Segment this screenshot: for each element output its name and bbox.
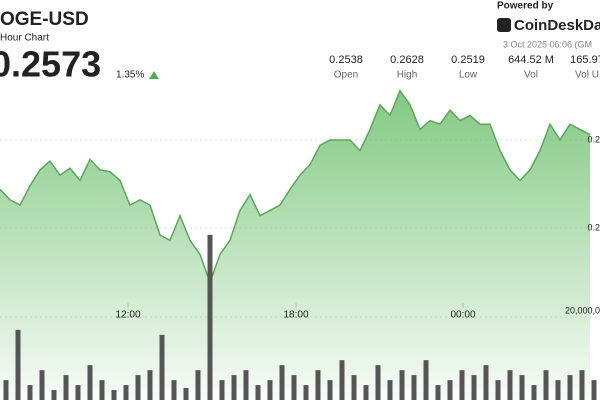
volume-bar — [183, 387, 189, 400]
x-tick-label: 12:00 — [115, 310, 140, 321]
volume-bar — [3, 380, 9, 400]
stat-value: 0.2538 — [329, 54, 363, 66]
volume-bar — [567, 375, 573, 400]
volume-bar — [375, 365, 381, 400]
volume-bar — [111, 390, 117, 400]
volume-bar — [279, 365, 285, 400]
volume-bar — [87, 365, 93, 400]
volume-bar — [39, 370, 45, 400]
volume-bar — [15, 329, 21, 400]
volume-bar — [519, 375, 525, 400]
stats: 0.2538 Open 0.2628 High 0.2519 Low 644.52 M Vol… — [329, 54, 600, 81]
brand-logo — [497, 18, 511, 32]
change: 1.35% — [116, 70, 144, 81]
stat-label: Vol — [524, 70, 538, 81]
volume-bar — [435, 385, 441, 400]
volume-bar — [219, 380, 225, 400]
stat-label: High — [397, 70, 418, 81]
price-line — [0, 89, 591, 285]
volume-bar — [423, 360, 429, 400]
plot: 12:00 18:00 00:00 0.2 0.2 20,000,0 — [0, 89, 600, 400]
stat-label: Vol U — [575, 70, 599, 81]
x-tick-label: 18:00 — [283, 310, 308, 321]
volume-bar — [555, 380, 561, 400]
volume-bar — [483, 365, 489, 400]
symbol: OGE-USD — [0, 9, 89, 30]
volume-bar — [495, 380, 501, 400]
volume-bar — [243, 370, 249, 400]
volume-bar — [267, 380, 273, 400]
volume-bar — [447, 380, 453, 400]
volume-bar — [591, 380, 597, 400]
volume-bar — [255, 385, 261, 400]
volume-bar — [195, 370, 201, 400]
volume-bar — [507, 370, 513, 400]
volume-bar — [531, 385, 537, 400]
volume-bar — [351, 375, 357, 400]
price-area — [0, 90, 590, 400]
volume-bar — [75, 385, 81, 400]
x-tick-label: 00:00 — [450, 310, 475, 321]
volume-bar — [147, 370, 153, 400]
stat-label: Low — [459, 70, 478, 81]
subtitle: Hour Chart — [0, 33, 49, 44]
price: 0.2573 — [0, 44, 101, 85]
y2-tick-label: 20,000,0 — [565, 305, 600, 315]
volume-bar — [63, 375, 69, 400]
volume-bar — [123, 385, 129, 400]
volume-bar — [471, 375, 477, 400]
powered-by: Powered by — [497, 1, 554, 12]
volume-bar — [303, 385, 309, 400]
volume-bar — [159, 334, 165, 400]
volume-bar — [363, 385, 369, 400]
volume-bar — [99, 380, 105, 400]
volume-bar — [399, 370, 405, 400]
volume-bar — [291, 375, 297, 400]
stat-value: 644.52 M — [508, 54, 554, 66]
y-tick-label: 0.2 — [587, 134, 600, 144]
stat-value: 165.97 — [570, 54, 600, 66]
volume-bar — [171, 380, 177, 400]
volume-bar — [231, 375, 237, 400]
volume-bar — [579, 370, 585, 400]
stat-value: 0.2519 — [451, 54, 485, 66]
brand: CoinDeskData — [514, 17, 600, 34]
volume-bar — [387, 380, 393, 400]
timestamp: 3 Oct 2025 06:06 (GM — [503, 39, 592, 49]
up-arrow — [149, 71, 159, 79]
volume-bar — [339, 360, 345, 400]
volume-bar — [459, 370, 465, 400]
volume-bar — [27, 385, 33, 400]
volume-bar — [411, 375, 417, 400]
volume-bar — [51, 390, 57, 400]
volume-bar — [543, 370, 549, 400]
volume-bar — [207, 234, 213, 400]
volume-bar — [135, 375, 141, 400]
stat-value: 0.2628 — [390, 54, 424, 66]
volume-bar — [315, 370, 321, 400]
volume-bar — [327, 380, 333, 400]
y-tick-label: 0.2 — [587, 222, 600, 232]
stat-label: Open — [334, 70, 358, 81]
